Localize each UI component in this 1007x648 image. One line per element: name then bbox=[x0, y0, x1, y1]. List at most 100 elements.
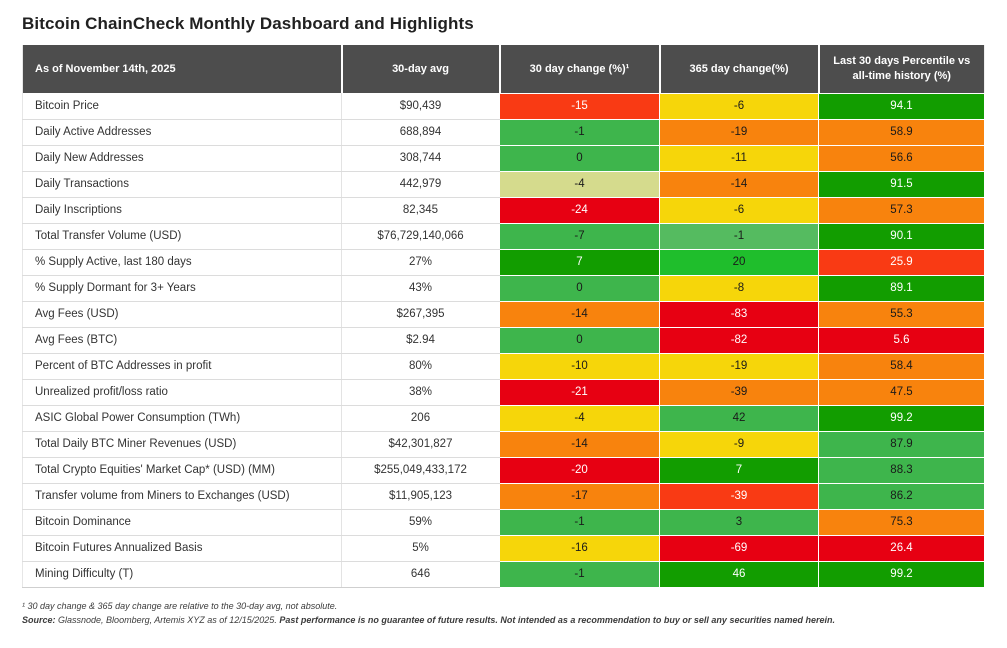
avg-cell: 5% bbox=[341, 535, 500, 562]
table-row: Daily New Addresses 308,744 0 -11 56.6 bbox=[22, 144, 985, 172]
percentile-cell: 75.3 bbox=[818, 508, 985, 536]
table-row: Daily Active Addresses 688,894 -1 -19 58… bbox=[22, 118, 985, 146]
metric-cell: Daily Transactions bbox=[22, 171, 342, 198]
table-row: Mining Difficulty (T) 646 -1 46 99.2 bbox=[22, 560, 985, 588]
table-row: Bitcoin Price $90,439 -15 -6 94.1 bbox=[22, 92, 985, 120]
change365-cell: -83 bbox=[659, 300, 819, 328]
avg-cell: $42,301,827 bbox=[341, 431, 500, 458]
percentile-cell: 58.4 bbox=[818, 352, 985, 380]
change30-cell: -4 bbox=[499, 170, 660, 198]
table-row: ASIC Global Power Consumption (TWh) 206 … bbox=[22, 404, 985, 432]
avg-cell: 80% bbox=[341, 353, 500, 380]
source-disclaimer: Past performance is no guarantee of futu… bbox=[279, 614, 835, 625]
table-row: Total Transfer Volume (USD) $76,729,140,… bbox=[22, 222, 985, 250]
percentile-cell: 57.3 bbox=[818, 196, 985, 224]
avg-cell: 38% bbox=[341, 379, 500, 406]
percentile-cell: 26.4 bbox=[818, 534, 985, 562]
percentile-cell: 47.5 bbox=[818, 378, 985, 406]
footnotes: ¹ 30 day change & 365 day change are rel… bbox=[22, 601, 985, 625]
avg-cell: $255,049,433,172 bbox=[341, 457, 500, 484]
avg-cell: 442,979 bbox=[341, 171, 500, 198]
change30-cell: -4 bbox=[499, 404, 660, 432]
metric-cell: Bitcoin Futures Annualized Basis bbox=[22, 535, 342, 562]
percentile-cell: 99.2 bbox=[818, 560, 985, 588]
percentile-cell: 89.1 bbox=[818, 274, 985, 302]
table-row: Bitcoin Futures Annualized Basis 5% -16 … bbox=[22, 534, 985, 562]
change30-cell: -1 bbox=[499, 118, 660, 146]
change30-cell: -15 bbox=[499, 92, 660, 120]
footnote-relative-note: ¹ 30 day change & 365 day change are rel… bbox=[22, 600, 338, 611]
change30-cell: -14 bbox=[499, 300, 660, 328]
percentile-cell: 55.3 bbox=[818, 300, 985, 328]
table-row: Unrealized profit/loss ratio 38% -21 -39… bbox=[22, 378, 985, 406]
metric-cell: Daily New Addresses bbox=[22, 145, 342, 172]
table-header: As of November 14th, 2025 30-day avg 30 … bbox=[22, 45, 985, 93]
header-percentile: Last 30 days Percentile vs all-time hist… bbox=[818, 45, 985, 93]
percentile-cell: 58.9 bbox=[818, 118, 985, 146]
change365-cell: 46 bbox=[659, 560, 819, 588]
percentile-cell: 88.3 bbox=[818, 456, 985, 484]
table-row: Daily Inscriptions 82,345 -24 -6 57.3 bbox=[22, 196, 985, 224]
avg-cell: 27% bbox=[341, 249, 500, 276]
avg-cell: $11,905,123 bbox=[341, 483, 500, 510]
avg-cell: $267,395 bbox=[341, 301, 500, 328]
change365-cell: -69 bbox=[659, 534, 819, 562]
change365-cell: 20 bbox=[659, 248, 819, 276]
change365-cell: -19 bbox=[659, 352, 819, 380]
change30-cell: -10 bbox=[499, 352, 660, 380]
change30-cell: -16 bbox=[499, 534, 660, 562]
percentile-cell: 91.5 bbox=[818, 170, 985, 198]
source-text: Glassnode, Bloomberg, Artemis XYZ as of … bbox=[58, 614, 277, 625]
avg-cell: 43% bbox=[341, 275, 500, 302]
header-as-of-date: As of November 14th, 2025 bbox=[22, 45, 343, 93]
chaincheck-table: As of November 14th, 2025 30-day avg 30 … bbox=[22, 45, 985, 588]
change365-cell: 3 bbox=[659, 508, 819, 536]
table-row: Avg Fees (USD) $267,395 -14 -83 55.3 bbox=[22, 300, 985, 328]
change365-cell: -9 bbox=[659, 430, 819, 458]
table-row: Daily Transactions 442,979 -4 -14 91.5 bbox=[22, 170, 985, 198]
change30-cell: -20 bbox=[499, 456, 660, 484]
change365-cell: -6 bbox=[659, 92, 819, 120]
metric-cell: Bitcoin Price bbox=[22, 93, 342, 120]
change365-cell: 7 bbox=[659, 456, 819, 484]
metric-cell: Total Daily BTC Miner Revenues (USD) bbox=[22, 431, 342, 458]
change30-cell: -24 bbox=[499, 196, 660, 224]
table-row: Total Daily BTC Miner Revenues (USD) $42… bbox=[22, 430, 985, 458]
avg-cell: $90,439 bbox=[341, 93, 500, 120]
table-row: Avg Fees (BTC) $2.94 0 -82 5.6 bbox=[22, 326, 985, 354]
metric-cell: Total Crypto Equities' Market Cap* (USD)… bbox=[22, 457, 342, 484]
table-row: % Supply Active, last 180 days 27% 7 20 … bbox=[22, 248, 985, 276]
percentile-cell: 99.2 bbox=[818, 404, 985, 432]
metric-cell: Total Transfer Volume (USD) bbox=[22, 223, 342, 250]
metric-cell: Mining Difficulty (T) bbox=[22, 561, 342, 588]
header-30day-avg: 30-day avg bbox=[341, 45, 501, 93]
change30-cell: -1 bbox=[499, 508, 660, 536]
header-30day-change: 30 day change (%)¹ bbox=[499, 45, 661, 93]
metric-cell: ASIC Global Power Consumption (TWh) bbox=[22, 405, 342, 432]
percentile-cell: 25.9 bbox=[818, 248, 985, 276]
change365-cell: -39 bbox=[659, 378, 819, 406]
percentile-cell: 86.2 bbox=[818, 482, 985, 510]
change365-cell: -6 bbox=[659, 196, 819, 224]
dashboard-page: Bitcoin ChainCheck Monthly Dashboard and… bbox=[22, 14, 985, 625]
change30-cell: 0 bbox=[499, 144, 660, 172]
avg-cell: 82,345 bbox=[341, 197, 500, 224]
table-row: Total Crypto Equities' Market Cap* (USD)… bbox=[22, 456, 985, 484]
change30-cell: -14 bbox=[499, 430, 660, 458]
change365-cell: -11 bbox=[659, 144, 819, 172]
change365-cell: -39 bbox=[659, 482, 819, 510]
avg-cell: 646 bbox=[341, 561, 500, 588]
metric-cell: Unrealized profit/loss ratio bbox=[22, 379, 342, 406]
header-row: As of November 14th, 2025 30-day avg 30 … bbox=[22, 45, 985, 93]
avg-cell: $2.94 bbox=[341, 327, 500, 354]
percentile-cell: 90.1 bbox=[818, 222, 985, 250]
percentile-cell: 94.1 bbox=[818, 92, 985, 120]
table-body: Bitcoin Price $90,439 -15 -6 94.1 Daily … bbox=[22, 92, 985, 588]
metric-cell: Avg Fees (USD) bbox=[22, 301, 342, 328]
change365-cell: -14 bbox=[659, 170, 819, 198]
change30-cell: -21 bbox=[499, 378, 660, 406]
avg-cell: 688,894 bbox=[341, 119, 500, 146]
metric-cell: % Supply Active, last 180 days bbox=[22, 249, 342, 276]
percentile-cell: 5.6 bbox=[818, 326, 985, 354]
table-row: Percent of BTC Addresses in profit 80% -… bbox=[22, 352, 985, 380]
